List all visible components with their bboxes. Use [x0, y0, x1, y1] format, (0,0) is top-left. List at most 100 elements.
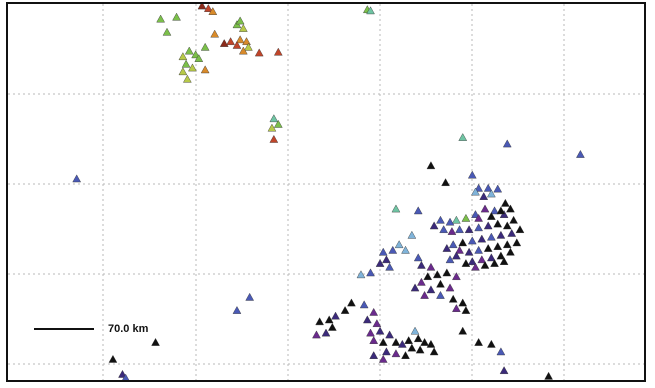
marker-triangle[interactable] [455, 225, 464, 234]
marker-triangle[interactable] [461, 306, 471, 314]
marker-triangle[interactable] [467, 257, 477, 265]
marker-triangle[interactable] [359, 300, 369, 309]
marker-triangle[interactable] [576, 149, 585, 158]
marker-triangle[interactable] [479, 192, 489, 200]
marker-triangle[interactable] [426, 262, 436, 271]
marker-triangle[interactable] [477, 255, 487, 264]
marker-triangle[interactable] [254, 48, 264, 57]
marker-triangle[interactable] [391, 349, 401, 358]
marker-triangle[interactable] [442, 268, 452, 277]
marker-triangle[interactable] [242, 37, 251, 45]
marker-triangle[interactable] [487, 339, 496, 348]
marker-triangle[interactable] [487, 189, 496, 198]
marker-triangle[interactable] [452, 304, 461, 312]
marker-triangle[interactable] [458, 298, 468, 307]
marker-triangle[interactable] [499, 257, 509, 265]
marker-triangle[interactable] [382, 347, 391, 356]
marker-triangle[interactable] [245, 292, 255, 301]
marker-triangle[interactable] [544, 371, 553, 380]
marker-triangle[interactable] [407, 230, 417, 239]
marker-triangle[interactable] [194, 54, 204, 62]
marker-triangle[interactable] [512, 238, 522, 247]
marker-triangle[interactable] [499, 366, 509, 374]
marker-triangle[interactable] [420, 337, 429, 346]
marker-triangle[interactable] [321, 328, 331, 337]
marker-triangle[interactable] [267, 123, 277, 132]
marker-triangle[interactable] [502, 221, 512, 230]
marker-triangle[interactable] [378, 337, 388, 346]
marker-triangle[interactable] [436, 279, 445, 288]
marker-triangle[interactable] [401, 351, 410, 359]
marker-triangle[interactable] [366, 328, 375, 337]
marker-triangle[interactable] [391, 204, 401, 213]
marker-triangle[interactable] [369, 336, 379, 344]
marker-triangle[interactable] [471, 262, 480, 271]
marker-triangle[interactable] [273, 119, 283, 128]
marker-triangle[interactable] [394, 240, 404, 249]
marker-triangle[interactable] [235, 35, 245, 44]
map-canvas[interactable] [8, 4, 644, 380]
marker-triangle[interactable] [312, 330, 321, 339]
marker-triangle[interactable] [458, 133, 468, 141]
marker-triangle[interactable] [200, 42, 210, 51]
marker-triangle[interactable] [487, 212, 496, 220]
marker-triangle[interactable] [238, 24, 248, 32]
marker-triangle[interactable] [388, 245, 398, 254]
marker-triangle[interactable] [183, 74, 192, 83]
marker-triangle[interactable] [331, 311, 340, 320]
marker-triangle[interactable] [490, 206, 499, 215]
marker-triangle[interactable] [458, 238, 468, 247]
marker-triangle[interactable] [420, 290, 429, 299]
marker-triangle[interactable] [509, 215, 518, 224]
marker-triangle[interactable] [273, 47, 283, 56]
marker-triangle[interactable] [502, 139, 512, 148]
marker-triangle[interactable] [452, 215, 461, 224]
marker-triangle[interactable] [232, 40, 242, 49]
marker-triangle[interactable] [191, 50, 200, 59]
marker-triangle[interactable] [490, 259, 499, 267]
marker-triangle[interactable] [429, 221, 439, 230]
marker-triangle[interactable] [477, 234, 487, 243]
marker-triangle[interactable] [474, 183, 483, 192]
marker-triangle[interactable] [493, 219, 503, 228]
marker-triangle[interactable] [372, 319, 382, 327]
marker-triangle[interactable] [429, 347, 439, 356]
marker-triangle[interactable] [366, 6, 375, 15]
marker-triangle[interactable] [445, 283, 455, 292]
marker-triangle[interactable] [397, 339, 407, 348]
marker-triangle[interactable] [436, 215, 445, 224]
marker-triangle[interactable] [181, 59, 191, 68]
marker-triangle[interactable] [455, 245, 464, 254]
marker-triangle[interactable] [496, 230, 506, 239]
marker-triangle[interactable] [515, 225, 525, 234]
marker-triangle[interactable] [385, 262, 394, 271]
marker-triangle[interactable] [347, 298, 356, 307]
marker-triangle[interactable] [156, 14, 165, 23]
marker-triangle[interactable] [487, 253, 496, 262]
marker-triangle[interactable] [423, 272, 433, 280]
marker-triangle[interactable] [366, 268, 375, 277]
marker-triangle[interactable] [507, 228, 517, 237]
marker-triangle[interactable] [483, 243, 493, 252]
marker-triangle[interactable] [474, 223, 483, 232]
marker-triangle[interactable] [461, 259, 471, 267]
marker-triangle[interactable] [506, 247, 515, 256]
marker-triangle[interactable] [413, 334, 423, 343]
marker-triangle[interactable] [445, 217, 455, 226]
marker-triangle[interactable] [471, 210, 480, 218]
marker-triangle[interactable] [269, 114, 279, 123]
marker-triangle[interactable] [385, 330, 394, 339]
marker-triangle[interactable] [471, 187, 480, 196]
marker-triangle[interactable] [448, 294, 458, 303]
marker-triangle[interactable] [426, 339, 436, 348]
marker-triangle[interactable] [458, 326, 468, 335]
marker-triangle[interactable] [461, 213, 471, 222]
marker-triangle[interactable] [122, 373, 130, 380]
marker-triangle[interactable] [375, 326, 385, 335]
marker-triangle[interactable] [496, 206, 506, 215]
marker-triangle[interactable] [178, 52, 188, 61]
marker-triangle[interactable] [439, 225, 448, 234]
marker-triangle[interactable] [441, 178, 450, 187]
marker-triangle[interactable] [436, 290, 445, 299]
marker-triangle[interactable] [172, 12, 181, 21]
